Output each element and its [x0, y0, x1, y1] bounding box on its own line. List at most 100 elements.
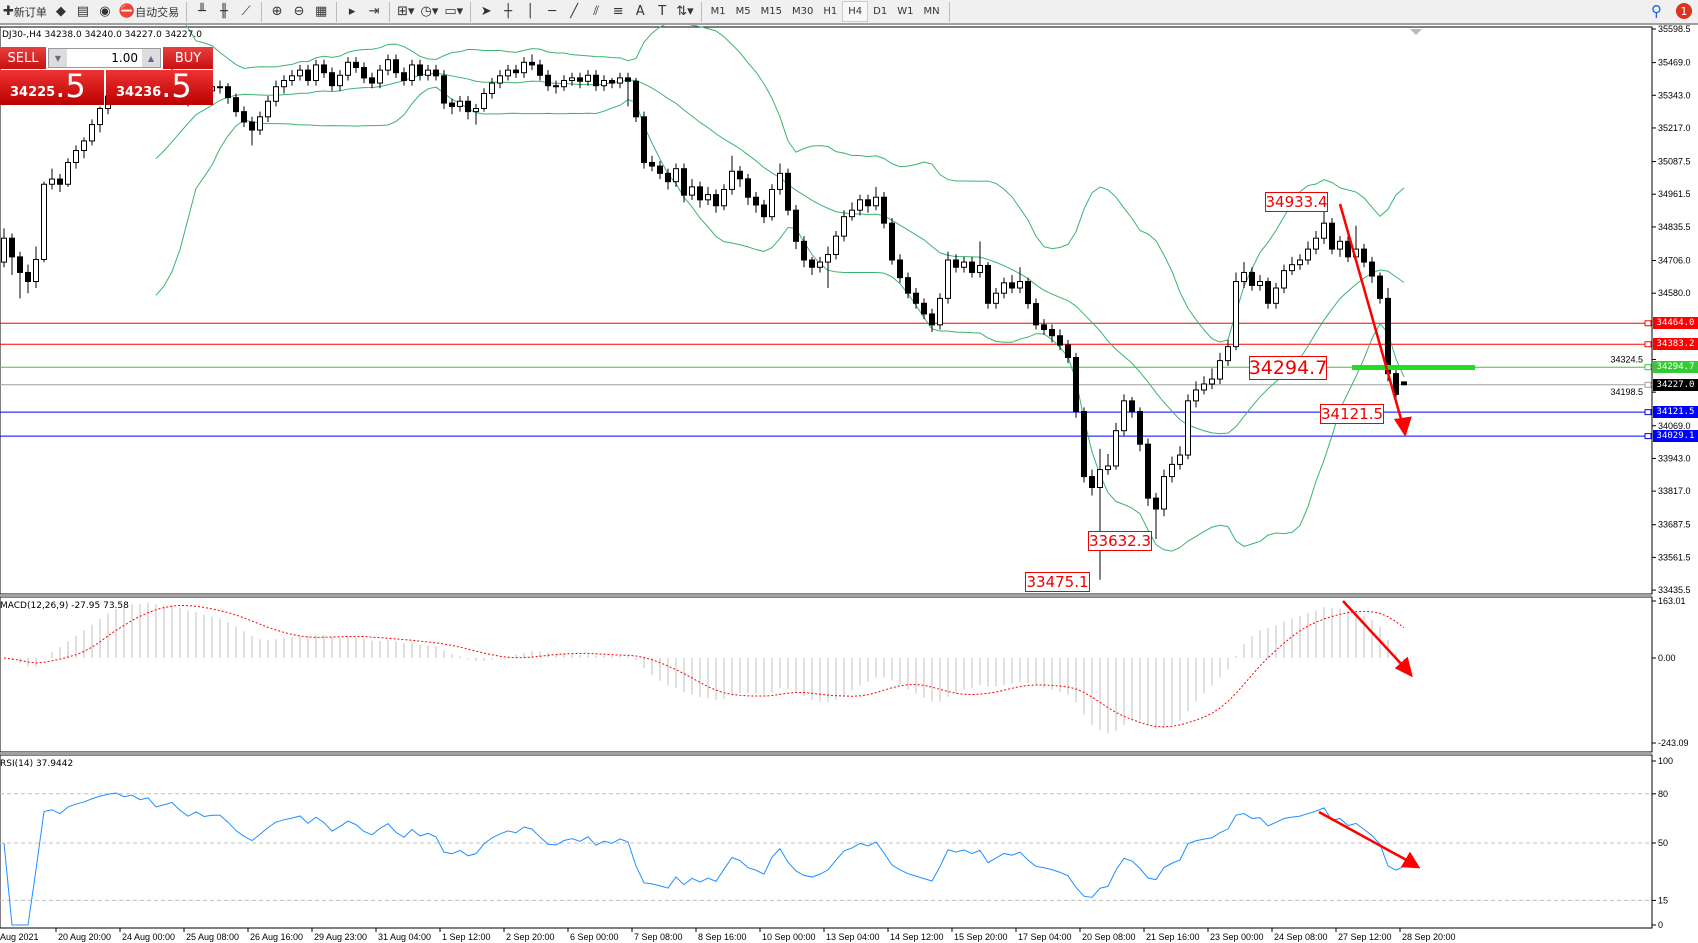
chart-shift-button[interactable]: ⇥: [363, 1, 385, 22]
search-icon[interactable]: ⚲: [1651, 2, 1662, 20]
cursor-button[interactable]: ➤: [475, 1, 497, 22]
clock-icon: ◷▾: [420, 4, 439, 19]
price-axis-label: 35469.0: [1658, 58, 1691, 68]
candle: [313, 59, 319, 86]
candle: [665, 168, 671, 190]
zoom-in-button[interactable]: ⊕: [266, 1, 288, 22]
crosshair-button[interactable]: ┼: [497, 1, 519, 22]
bear-candle-body: [1137, 410, 1143, 445]
candle: [417, 59, 423, 81]
candle: [1153, 492, 1159, 540]
candle: [545, 70, 551, 91]
timeframe-h1[interactable]: H1: [823, 6, 838, 17]
panel-splitter[interactable]: [0, 594, 1652, 597]
indicators-button[interactable]: ⊞▾: [394, 1, 417, 22]
equidistant-channel-button[interactable]: ⫽: [585, 1, 607, 22]
market-watch-button[interactable]: ◆: [50, 1, 72, 22]
lot-decrease-button[interactable]: ▼: [49, 49, 67, 67]
price-axis-label: 34069.0: [1658, 421, 1691, 431]
periods-button[interactable]: ◷▾: [418, 1, 442, 22]
trendline-button[interactable]: ╱: [563, 1, 585, 22]
signals-button[interactable]: ◉: [94, 1, 116, 22]
candle: [953, 254, 959, 273]
candle: [1313, 230, 1319, 255]
level-handle[interactable]: [1644, 364, 1652, 371]
chart-shift-marker[interactable]: [1410, 29, 1422, 35]
candlestick-icon: ╫: [220, 4, 228, 19]
text-button[interactable]: A: [629, 1, 651, 22]
arrow-head-icon: [1394, 656, 1413, 678]
tile-icon: ▦: [314, 4, 328, 19]
timeframe-m30[interactable]: M30: [791, 6, 814, 17]
price-axis-label: 34324.5: [1610, 354, 1643, 364]
candle: [793, 205, 799, 250]
arrow-head-icon: [1400, 851, 1421, 869]
tile-windows-button[interactable]: ▦: [310, 1, 332, 22]
bear-candle-body: [921, 302, 927, 315]
toolbar: ✚ 新订单 ◆ ▤ ◉ ⛔ 自动交易 ╨ ╫ ⟋ ⊕ ⊖ ▦ ▸ ⇥ ⊞▾ ◷▾ ▭▾ ➤ ┼ │ ─ ╱ ⫽ ≡ A T ⇅▾ M1 M…: [0, 0, 1698, 25]
line-chart-button[interactable]: ⟋: [235, 1, 257, 22]
timeframe-m1[interactable]: M1: [710, 6, 726, 17]
candle: [697, 181, 703, 208]
text-label-button[interactable]: T: [651, 1, 673, 22]
bull-candle-body: [289, 75, 295, 81]
bid-price-fraction: .5: [55, 67, 86, 105]
auto-scroll-button[interactable]: ▸: [341, 1, 363, 22]
date-axis-label: 29 Aug 23:00: [314, 932, 367, 942]
buy-button[interactable]: BUY: [163, 47, 213, 69]
panel-splitter[interactable]: [0, 752, 1652, 755]
lot-size-input[interactable]: ▼ 1.00 ▲: [48, 48, 161, 68]
navigator-button[interactable]: ▤: [72, 1, 94, 22]
fibonacci-button[interactable]: ≡: [607, 1, 629, 22]
timeframe-m15[interactable]: M15: [760, 6, 782, 17]
level-handle[interactable]: [1644, 433, 1652, 440]
bear-candle-body: [929, 313, 935, 326]
bull-candle-body: [497, 75, 503, 84]
date-axis-label: 13 Sep 04:00: [826, 932, 880, 942]
timeframe-w1[interactable]: W1: [897, 6, 914, 17]
candle: [9, 233, 15, 276]
timeframe-d1[interactable]: D1: [873, 6, 888, 17]
horizontal-line-button[interactable]: ─: [541, 1, 563, 22]
bid-price-button[interactable]: 34225 .5: [0, 70, 104, 105]
candle: [1361, 243, 1367, 268]
price-axis-label: 35217.0: [1658, 123, 1691, 133]
arrows-button[interactable]: ⇅▾: [673, 1, 696, 22]
level-handle[interactable]: [1644, 341, 1652, 348]
candle: [441, 70, 447, 110]
line-chart-icon: ⟋: [241, 4, 251, 19]
bear-candle-body: [361, 67, 367, 79]
templates-button[interactable]: ▭▾: [441, 1, 466, 22]
new-order-button[interactable]: ✚ 新订单: [0, 1, 50, 22]
lot-size-value[interactable]: 1.00: [111, 51, 138, 65]
timeframe-mn[interactable]: MN: [923, 6, 940, 17]
level-handle[interactable]: [1644, 409, 1652, 416]
candlestick-button[interactable]: ╫: [213, 1, 235, 22]
timeframe-h4[interactable]: H4: [842, 1, 869, 22]
bear-candle-body: [697, 186, 703, 201]
candle: [513, 64, 519, 78]
lot-increase-button[interactable]: ▲: [142, 49, 160, 67]
zoom-out-button[interactable]: ⊖: [288, 1, 310, 22]
date-axis-label: 23 Sep 00:00: [1210, 932, 1264, 942]
level-handle[interactable]: [1644, 381, 1652, 388]
bull-candle-body: [1001, 282, 1007, 294]
bar-chart-icon: ╨: [198, 4, 206, 19]
bear-candle-body: [897, 259, 903, 279]
level-handle[interactable]: [1644, 320, 1652, 327]
candle: [57, 173, 63, 193]
bar-chart-button[interactable]: ╨: [191, 1, 213, 22]
trendline-icon: ╱: [570, 4, 579, 19]
timeframe-m5[interactable]: M5: [735, 6, 751, 17]
candle: [849, 202, 855, 221]
candle: [33, 246, 39, 289]
notification-badge[interactable]: 1: [1676, 3, 1692, 19]
vertical-line-button[interactable]: │: [519, 1, 541, 22]
sell-button[interactable]: SELL: [0, 47, 46, 69]
candle: [1145, 438, 1151, 506]
autotrading-button[interactable]: ⛔ 自动交易: [116, 1, 182, 22]
bull-candle-body: [385, 59, 391, 71]
ask-price-button[interactable]: 34236 .5: [106, 70, 213, 105]
bear-candle-body: [969, 261, 975, 273]
